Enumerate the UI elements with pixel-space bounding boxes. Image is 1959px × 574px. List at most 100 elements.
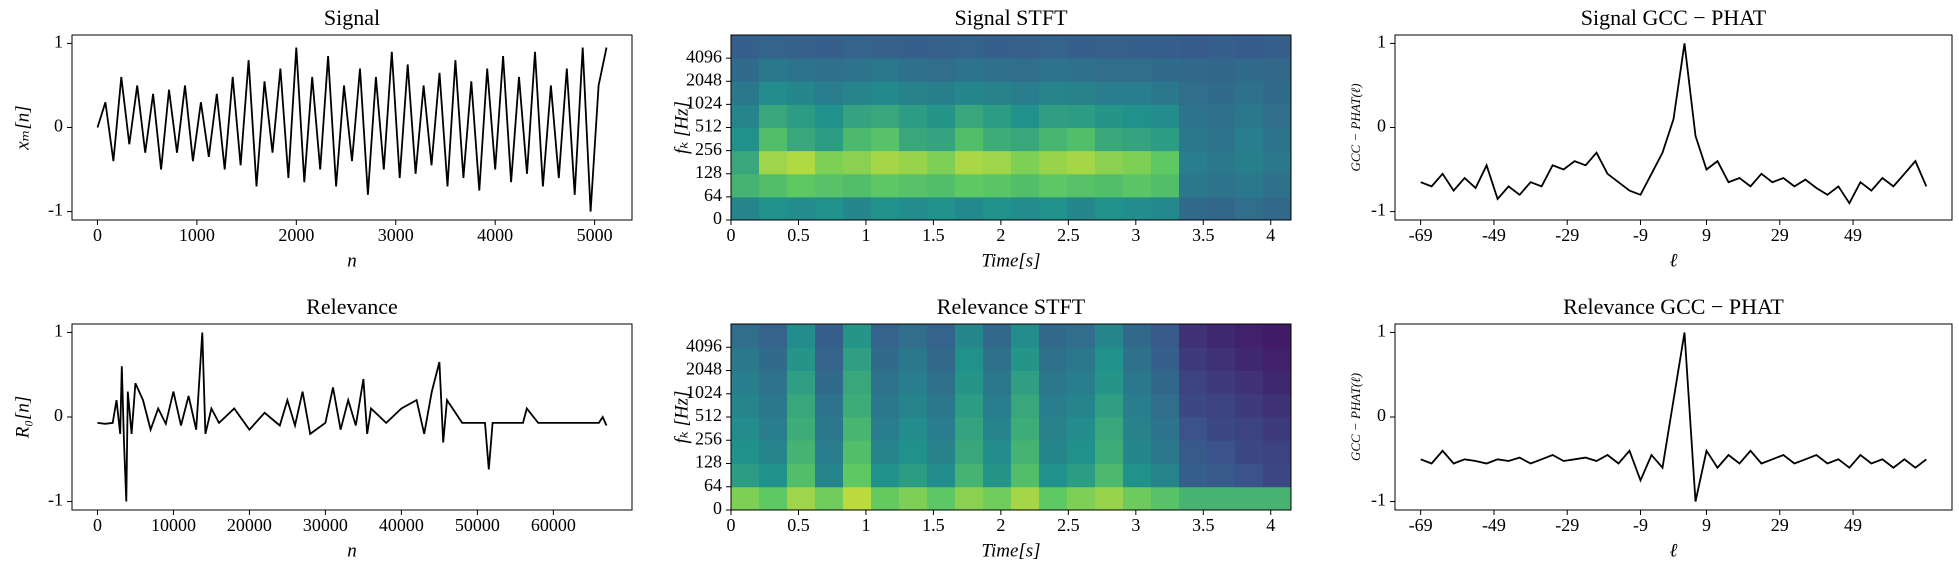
heatmap-cell	[1151, 127, 1180, 152]
heatmap-cell	[1179, 393, 1208, 418]
heatmap-cell	[927, 440, 956, 464]
heatmap-cell	[955, 347, 984, 371]
heatmap-cell	[899, 440, 928, 464]
heatmap-cell	[1039, 196, 1068, 221]
heatmap-cell	[1207, 370, 1236, 395]
heatmap-cell	[1263, 417, 1292, 441]
heatmap-cell	[983, 370, 1012, 395]
heatmap-cell	[1207, 127, 1236, 152]
heatmap-cell	[1095, 324, 1124, 348]
heatmap-cell	[1039, 58, 1068, 82]
subplot-title: Signal GCC − PHAT	[1581, 5, 1767, 30]
x-tick-label: 29	[1771, 225, 1789, 245]
heatmap-cell	[1151, 486, 1180, 511]
heatmap-cell	[1039, 127, 1068, 152]
heatmap-cell	[1011, 196, 1040, 221]
heatmap-cell	[871, 440, 900, 464]
y-tick-label: 1024	[686, 93, 722, 113]
y-axis-label: GCC − PHAT(ℓ)	[1348, 373, 1363, 461]
x-tick-label: 5000	[577, 225, 613, 245]
x-tick-label: -29	[1555, 515, 1579, 535]
heatmap-cell	[983, 324, 1012, 348]
heatmap-cell	[871, 81, 900, 105]
y-tick-label: -1	[48, 200, 63, 220]
heatmap-cell	[871, 463, 900, 488]
heatmap-cell	[955, 173, 984, 198]
line	[1420, 332, 1927, 502]
x-tick-label: 4	[1266, 515, 1275, 535]
heatmap-cell	[731, 486, 760, 511]
heatmap-cell	[1179, 440, 1208, 464]
heatmap-cell	[843, 370, 872, 395]
heatmap-cell	[759, 173, 788, 198]
heatmap-cell	[815, 150, 844, 175]
heatmap-cell	[731, 417, 760, 441]
subplot-title: Relevance STFT	[937, 294, 1086, 319]
y-tick-label: 0	[713, 208, 722, 228]
heatmap-cell	[1095, 173, 1124, 198]
heatmap-cell	[871, 173, 900, 198]
x-tick-label: 20000	[227, 515, 272, 535]
heatmap-cell	[1151, 196, 1180, 221]
heatmap-cell	[899, 104, 928, 128]
heatmap-cell	[759, 440, 788, 464]
heatmap-cell	[983, 417, 1012, 441]
heatmap-cell	[815, 347, 844, 371]
heatmap-cell	[815, 393, 844, 418]
heatmap-cell	[787, 463, 816, 488]
heatmap-cell	[1235, 417, 1264, 441]
heatmap-cell	[1151, 58, 1180, 82]
heatmap-cell	[1039, 440, 1068, 464]
heatmap-cell	[731, 150, 760, 175]
y-tick-label: 1024	[686, 382, 722, 402]
heatmap-cell	[1123, 150, 1152, 175]
x-tick-label: 9	[1702, 225, 1711, 245]
heatmap-cell	[899, 347, 928, 371]
x-tick-label: -69	[1409, 225, 1433, 245]
heatmap-cell	[1011, 393, 1040, 418]
line	[1420, 43, 1928, 205]
heatmap-cell	[1123, 35, 1152, 59]
heatmap-cell	[1151, 393, 1180, 418]
heatmap-cell	[1151, 347, 1180, 371]
heatmap-cell	[759, 58, 788, 82]
heatmap-cell	[1235, 324, 1264, 348]
x-tick-label: 4	[1266, 225, 1275, 245]
heatmap-cell	[1039, 35, 1068, 59]
heatmap-cell	[1011, 127, 1040, 152]
heatmap-cell	[1263, 440, 1292, 464]
heatmap-cell	[955, 81, 984, 105]
heatmap-cell	[1151, 81, 1180, 105]
heatmap-cell	[1151, 35, 1180, 59]
heatmap-cell	[955, 417, 984, 441]
heatmap-cell	[1123, 58, 1152, 82]
heatmap-cell	[983, 104, 1012, 128]
x-tick-label: 9	[1702, 515, 1711, 535]
heatmap-cell	[787, 173, 816, 198]
heatmap-cell	[815, 440, 844, 464]
heatmap-cell	[1123, 196, 1152, 221]
heatmap-cell	[1179, 463, 1208, 488]
heatmap-cell	[1179, 347, 1208, 371]
heatmap-cell	[759, 196, 788, 221]
heatmap-cell	[1095, 486, 1124, 511]
x-tick-label: 4000	[477, 225, 513, 245]
heatmap-cell	[1207, 417, 1236, 441]
heatmap-cell	[1263, 370, 1292, 395]
heatmap-cell	[927, 417, 956, 441]
y-tick-label: 1	[1377, 321, 1386, 341]
heatmap-cell	[1263, 324, 1292, 348]
heatmap-cell	[1067, 35, 1096, 59]
subplot-title: Signal STFT	[954, 5, 1068, 30]
x-tick-label: 3	[1131, 225, 1140, 245]
heatmap-cell	[1263, 58, 1292, 82]
heatmap-cell	[1067, 347, 1096, 371]
subplot-title: Relevance GCC − PHAT	[1563, 294, 1784, 319]
heatmap-cell	[871, 196, 900, 221]
heatmap-cell	[1179, 196, 1208, 221]
y-tick-label: 1	[1377, 32, 1386, 52]
heatmap-cell	[899, 81, 928, 105]
heatmap-cell	[787, 440, 816, 464]
x-tick-label: -29	[1555, 225, 1579, 245]
